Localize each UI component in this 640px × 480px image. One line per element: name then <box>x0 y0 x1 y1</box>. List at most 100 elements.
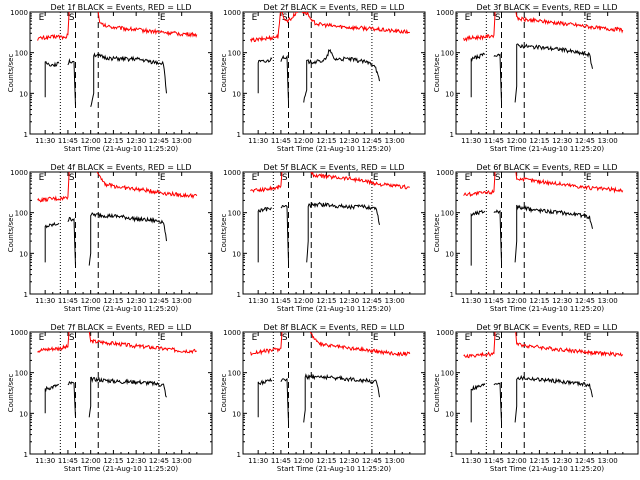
series-group <box>463 172 624 266</box>
x-tick-label: 12:30 <box>339 137 359 145</box>
x-tick-label: 12:30 <box>552 457 572 465</box>
marker-label: S <box>69 173 75 183</box>
lld-series-line <box>515 332 624 357</box>
x-tick-label: 12:00 <box>81 137 101 145</box>
marker-label: E <box>39 173 45 183</box>
y-tick-label: 100 <box>441 50 454 58</box>
y-tick-label: 10 <box>232 250 241 258</box>
events-series-line <box>303 48 380 103</box>
lld-series-line <box>37 12 70 41</box>
x-tick-label: 12:30 <box>126 457 146 465</box>
marker-label: E <box>252 333 258 343</box>
series-group <box>37 332 197 418</box>
chart-title: Det 7f BLACK = Events, RED = LLD <box>50 323 191 332</box>
x-tick-label: 13:00 <box>598 297 618 305</box>
x-tick-label: 13:00 <box>598 457 618 465</box>
y-tick-label: 1000 <box>10 9 28 17</box>
plot-frame <box>29 11 213 135</box>
events-series-line <box>257 57 273 94</box>
lld-series-line <box>463 172 496 197</box>
y-tick-label: 1 <box>237 131 241 139</box>
x-tick-label: 11:45 <box>271 297 291 305</box>
y-tick-label: 10 <box>445 250 454 258</box>
plot-frame <box>242 331 426 455</box>
events-series-line <box>470 209 486 266</box>
y-tick-label: 1 <box>237 451 241 459</box>
y-tick-label: 10 <box>19 410 28 418</box>
lld-series-line <box>463 12 496 43</box>
events-series-line <box>306 201 380 263</box>
series-group <box>37 172 198 266</box>
events-series-line <box>514 374 593 423</box>
y-axis-label: Counts/sec <box>220 374 228 413</box>
lld-series-line <box>250 12 411 43</box>
marker-label: S <box>69 333 75 343</box>
events-series-line <box>280 204 289 263</box>
y-axis-label: Counts/sec <box>433 214 441 253</box>
y-tick-label: 10 <box>445 90 454 98</box>
y-tick-label: 100 <box>228 50 241 58</box>
x-tick-label: 13:00 <box>598 137 618 145</box>
marker-label: E <box>252 13 258 23</box>
chart-title: Det 3f BLACK = Events, RED = LLD <box>476 3 617 12</box>
x-tick-label: 12:00 <box>81 457 101 465</box>
x-tick-label: 12:00 <box>507 457 527 465</box>
x-axis-label: Start Time (21-Aug-10 11:25:20) <box>277 305 391 313</box>
x-tick-label: 12:30 <box>126 297 146 305</box>
marker-label: S <box>282 333 288 343</box>
chart-title: Det 8f BLACK = Events, RED = LLD <box>263 323 404 332</box>
y-tick-label: 1000 <box>223 329 241 337</box>
y-tick-label: 10 <box>19 250 28 258</box>
x-tick-label: 13:00 <box>385 457 405 465</box>
x-tick-label: 12:45 <box>362 457 382 465</box>
x-axis-label: Start Time (21-Aug-10 11:25:20) <box>277 145 391 153</box>
marker-label: S <box>282 13 288 23</box>
x-tick-label: 13:00 <box>172 297 192 305</box>
x-tick-label: 12:15 <box>529 297 549 305</box>
events-series-line <box>67 58 76 106</box>
chart-title: Det 9f BLACK = Events, RED = LLD <box>476 323 617 332</box>
events-series-line <box>514 43 593 103</box>
marker-label: E <box>39 333 45 343</box>
y-tick-label: 1 <box>24 291 28 299</box>
events-series-line <box>280 54 289 103</box>
lld-series-line <box>96 172 198 200</box>
x-tick-label: 12:45 <box>362 137 382 145</box>
events-series-line <box>88 212 167 266</box>
x-axis-label: Start Time (21-Aug-10 11:25:20) <box>64 465 178 473</box>
x-tick-label: 12:00 <box>507 297 527 305</box>
marker-label: E <box>160 333 166 343</box>
y-tick-label: 10 <box>19 90 28 98</box>
events-series-line <box>280 378 289 423</box>
x-tick-label: 12:45 <box>149 137 169 145</box>
x-tick-label: 11:45 <box>484 297 504 305</box>
y-tick-label: 1 <box>24 131 28 139</box>
plot-frame <box>29 171 213 295</box>
lld-series-line <box>309 332 411 357</box>
events-series-line <box>44 383 60 414</box>
y-tick-label: 10 <box>445 410 454 418</box>
plot-frame <box>242 171 426 295</box>
marker-label: E <box>160 173 166 183</box>
marker-label: S <box>495 13 501 23</box>
chart-title: Det 6f BLACK = Events, RED = LLD <box>476 163 617 172</box>
x-tick-label: 11:45 <box>271 457 291 465</box>
events-series-line <box>44 60 60 98</box>
x-tick-label: 11:45 <box>484 457 504 465</box>
series-group <box>250 172 410 263</box>
events-series-line <box>90 52 167 107</box>
y-axis-label: Counts/sec <box>7 214 15 253</box>
events-series-line <box>44 221 60 263</box>
x-tick-label: 12:45 <box>575 297 595 305</box>
marker-label: E <box>465 333 471 343</box>
x-tick-label: 11:30 <box>248 297 268 305</box>
events-series-line <box>493 382 502 423</box>
x-tick-label: 11:30 <box>35 137 55 145</box>
x-tick-label: 12:15 <box>316 457 336 465</box>
